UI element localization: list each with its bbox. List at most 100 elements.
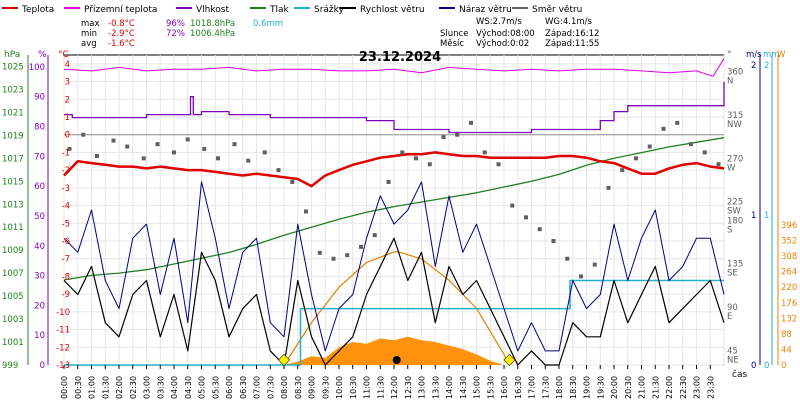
wind-dir-point xyxy=(202,146,207,151)
wind-dir-point xyxy=(400,150,405,155)
time-tick-label: 18:30 xyxy=(569,376,578,399)
stat-value: 1006.4hPa xyxy=(190,29,235,39)
wind-dir-point xyxy=(386,179,391,184)
wind-speed-line xyxy=(63,237,725,366)
w-tick-label: 352 xyxy=(781,237,797,247)
pct-tick-label: 80 xyxy=(34,123,45,133)
time-tick-label: 06:00 xyxy=(225,376,234,399)
wind-dir-point xyxy=(524,215,528,220)
wind-dir-point xyxy=(689,142,693,147)
pct-tick-label: 30 xyxy=(34,272,45,282)
time-tick-label: 21:30 xyxy=(651,376,660,399)
w-tick-label: 308 xyxy=(781,252,797,262)
w-tick-label: 396 xyxy=(781,221,797,231)
time-tick-label: 17:00 xyxy=(528,376,537,399)
wind-dir-point xyxy=(172,150,176,155)
time-tick-label: 23:30 xyxy=(706,376,715,399)
legend-label: Tlak xyxy=(269,5,290,15)
mm-tick-label: 1 xyxy=(764,211,769,221)
wind-dir-point xyxy=(716,162,721,167)
legend-label: Vlhkost xyxy=(196,5,229,15)
wind-dir-point xyxy=(551,239,556,243)
chart-title: 23.12.2024 xyxy=(359,50,441,65)
humidity-line xyxy=(64,81,725,134)
time-tick-label: 03:00 xyxy=(143,376,152,399)
legend-label: Teplota xyxy=(21,5,54,15)
time-tick-label: 11:30 xyxy=(376,376,385,399)
time-tick-label: 21:00 xyxy=(638,376,647,399)
time-tick-label: 00:30 xyxy=(74,376,83,399)
pct-tick-label: 60 xyxy=(34,182,45,192)
solar-area xyxy=(284,336,504,365)
time-tick-label: 22:00 xyxy=(665,376,674,399)
time-tick-label: 05:30 xyxy=(211,376,220,399)
time-tick-label: 15:00 xyxy=(473,376,482,399)
c-tick-label: -12 xyxy=(56,343,70,353)
wind-dir-point xyxy=(372,233,377,238)
c-tick-label: 4 xyxy=(65,60,70,70)
legend-item: Vlhkost xyxy=(176,5,229,15)
sunrise-time: Východ:08:00 xyxy=(476,29,535,39)
legend-item: Srážky xyxy=(294,5,345,15)
stat-value: max xyxy=(81,19,100,29)
w-tick-label: 44 xyxy=(781,345,792,355)
wind-dir-point xyxy=(455,132,460,137)
wind-dir-point xyxy=(565,256,570,261)
dir-tick-name: N xyxy=(727,76,733,86)
time-tick-label: 16:30 xyxy=(514,376,523,399)
time-tick-label: 09:00 xyxy=(308,376,317,399)
stat-value: 0.6mm xyxy=(253,19,283,29)
hpa-tick-label: 1019 xyxy=(2,131,24,141)
time-tick-label: 19:30 xyxy=(596,376,605,399)
series-layer xyxy=(63,58,725,367)
ms-tick-label: 0 xyxy=(751,361,756,371)
mm-tick-label: 2 xyxy=(764,61,769,71)
c-tick-label: -3 xyxy=(62,184,70,194)
dir-tick-label: 315 xyxy=(727,111,743,121)
c-tick-label: -1 xyxy=(62,148,70,158)
temperature-line xyxy=(63,151,725,188)
hpa-tick-label: 1007 xyxy=(2,269,24,279)
time-tick-label: 23:00 xyxy=(693,376,702,399)
time-tick-label: 08:30 xyxy=(294,376,303,399)
c-tick-label: -9 xyxy=(62,290,70,300)
legend-label: Srážky xyxy=(314,5,345,15)
ms-tick-label: 1 xyxy=(751,211,756,221)
pct-tick-label: 10 xyxy=(34,331,45,341)
sun-label: Slunce xyxy=(440,29,468,39)
wind-speed-stat: WS:2.7m/s xyxy=(476,17,522,27)
wind-dir-point xyxy=(155,142,160,147)
wind-dir-point xyxy=(634,156,638,161)
dir-tick-label: 225 xyxy=(727,198,743,208)
c-tick-label: -8 xyxy=(62,272,70,282)
wind-dir-point xyxy=(441,135,446,140)
wind-dir-point xyxy=(606,185,611,190)
hpa-tick-label: 999 xyxy=(2,361,18,371)
wind-dir-point xyxy=(232,142,237,147)
stat-value: 96% xyxy=(166,19,185,29)
time-tick-label: 01:30 xyxy=(101,376,110,399)
moonset-time: Západ:11:55 xyxy=(545,39,599,49)
wind-dir-point xyxy=(125,144,130,149)
dir-tick-name: E xyxy=(727,312,732,322)
time-tick-label: 18:00 xyxy=(555,376,564,399)
wind-dir-point xyxy=(304,209,308,214)
time-tick-label: 01:00 xyxy=(88,376,97,399)
wind-dir-point xyxy=(290,179,295,184)
w-tick-label: 264 xyxy=(781,268,797,278)
wind-dir-point xyxy=(702,150,707,155)
w-tick-label: 132 xyxy=(781,314,797,324)
wind-dir-point xyxy=(579,274,583,279)
time-tick-label: 09:30 xyxy=(321,376,330,399)
c-tick-label: -7 xyxy=(62,255,70,265)
dir-tick-label: 360 xyxy=(727,67,743,77)
w-unit-label: W xyxy=(777,50,786,60)
stat-value: 72% xyxy=(166,29,185,39)
c-tick-label: -5 xyxy=(62,219,70,229)
time-tick-label: 06:30 xyxy=(239,376,248,399)
